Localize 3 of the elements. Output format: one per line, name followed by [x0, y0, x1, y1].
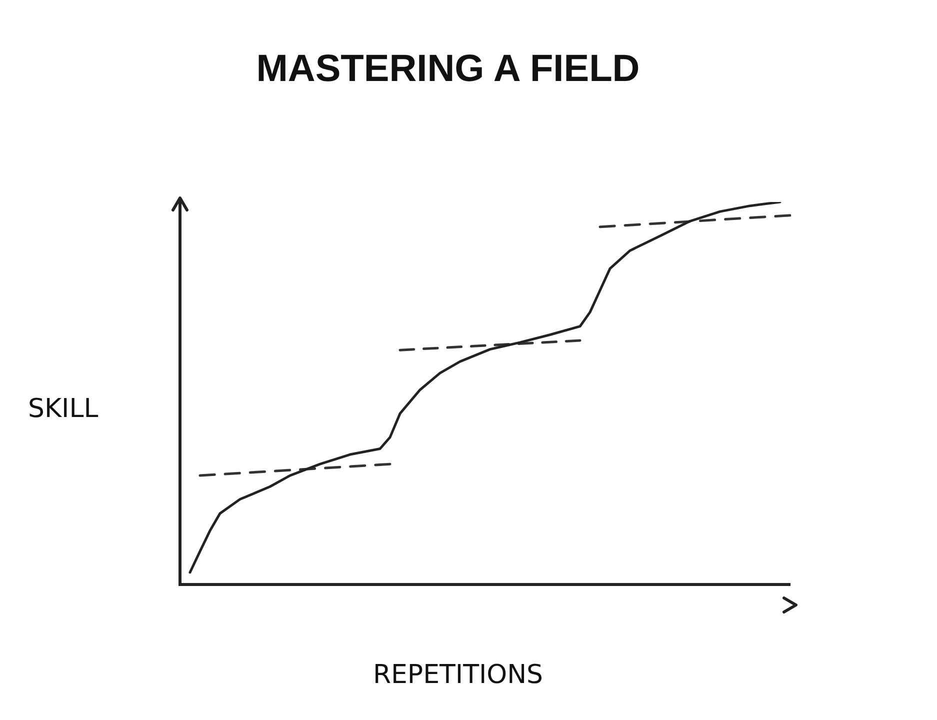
chart-title: MASTERING A FIELD [255, 48, 641, 91]
x-axis-title: REPETITIONS [372, 660, 544, 690]
y-axis-title: SKILL [28, 394, 98, 424]
